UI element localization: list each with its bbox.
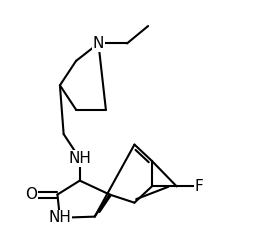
- Text: O: O: [25, 187, 37, 202]
- Text: F: F: [195, 179, 203, 194]
- Text: NH: NH: [68, 151, 91, 166]
- Text: NH: NH: [49, 210, 71, 225]
- Text: N: N: [93, 36, 104, 51]
